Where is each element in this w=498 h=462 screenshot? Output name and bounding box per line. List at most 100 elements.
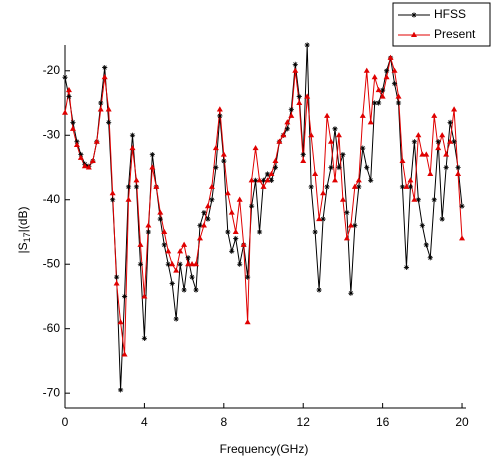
marker	[348, 290, 354, 296]
marker	[335, 132, 342, 138]
y-label-prefix: |S	[16, 242, 30, 253]
marker	[161, 228, 168, 234]
marker	[201, 210, 207, 216]
marker	[264, 177, 271, 183]
marker	[427, 170, 434, 176]
marker	[121, 293, 128, 300]
legend-box	[392, 2, 491, 47]
marker	[237, 261, 243, 267]
marker	[161, 242, 167, 248]
marker	[371, 74, 378, 80]
marker	[288, 106, 294, 113]
marker	[248, 177, 255, 183]
marker	[157, 216, 163, 222]
marker	[157, 209, 164, 215]
marker	[185, 255, 191, 261]
marker	[220, 151, 227, 157]
marker	[411, 12, 417, 18]
marker	[113, 280, 120, 286]
marker	[407, 184, 414, 190]
y-tick-label: -70	[43, 385, 61, 399]
marker	[324, 184, 330, 190]
marker	[352, 222, 358, 229]
marker	[395, 100, 402, 106]
marker	[141, 293, 148, 299]
marker	[407, 177, 414, 183]
marker	[423, 242, 429, 248]
marker	[62, 74, 68, 80]
marker	[296, 99, 303, 106]
marker	[149, 164, 156, 170]
marker	[304, 93, 311, 99]
marker	[216, 106, 223, 112]
marker	[217, 113, 223, 119]
marker	[137, 241, 144, 247]
marker	[181, 241, 188, 247]
marker	[411, 139, 417, 145]
marker	[272, 164, 279, 171]
marker	[451, 139, 457, 145]
marker	[435, 139, 441, 145]
marker	[221, 158, 227, 164]
marker	[205, 216, 211, 222]
marker	[431, 197, 437, 203]
marker	[292, 61, 298, 67]
marker	[380, 87, 386, 93]
marker	[93, 138, 100, 144]
marker	[209, 197, 215, 203]
marker	[69, 125, 76, 131]
marker	[320, 216, 326, 222]
marker	[431, 112, 438, 118]
marker	[300, 152, 306, 158]
marker	[173, 267, 180, 273]
marker	[383, 74, 390, 80]
marker	[268, 170, 275, 176]
marker	[268, 177, 275, 183]
marker	[125, 184, 132, 190]
marker	[403, 183, 410, 189]
y-axis-label: |S17|(dB)	[16, 207, 32, 254]
marker	[320, 190, 327, 196]
marker	[355, 177, 362, 183]
marker	[109, 190, 116, 196]
x-tick-label: 4	[141, 415, 148, 429]
marker	[300, 157, 307, 164]
marker	[165, 248, 172, 254]
marker	[77, 154, 84, 160]
marker	[106, 119, 112, 125]
marker	[288, 112, 295, 118]
marker	[73, 141, 80, 147]
marker	[133, 177, 140, 183]
marker	[229, 248, 235, 254]
marker	[284, 119, 291, 125]
marker	[312, 229, 318, 235]
marker	[367, 119, 374, 125]
marker	[324, 112, 331, 118]
marker	[78, 152, 84, 158]
marker	[347, 222, 354, 228]
marker	[375, 86, 382, 93]
legend-label: Present	[434, 27, 476, 41]
marker	[225, 229, 231, 235]
marker	[336, 164, 342, 171]
marker	[252, 144, 259, 151]
marker	[439, 132, 446, 138]
marker	[455, 164, 461, 171]
marker	[98, 100, 104, 106]
marker	[411, 196, 418, 202]
marker	[455, 170, 462, 176]
marker	[296, 93, 302, 100]
marker	[391, 67, 398, 73]
marker	[308, 132, 315, 138]
marker	[70, 119, 76, 125]
marker	[372, 100, 378, 106]
y-tick-label: -50	[43, 256, 61, 270]
marker	[451, 106, 458, 112]
marker	[177, 248, 184, 254]
marker	[228, 209, 235, 215]
marker	[236, 196, 243, 202]
marker	[145, 229, 151, 235]
marker	[376, 100, 382, 106]
marker	[62, 109, 68, 115]
